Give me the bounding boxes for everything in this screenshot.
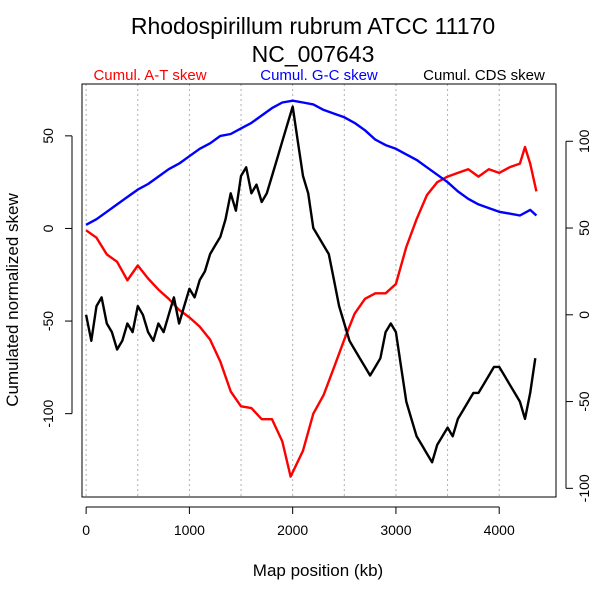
series-line-at — [85, 145, 538, 478]
y-right-tick-label: 0 — [576, 311, 592, 319]
y-right-tick-label: 50 — [576, 220, 592, 236]
legend-gc-skew: Cumul. G-C skew — [260, 67, 378, 84]
plot-frame — [81, 83, 557, 498]
legend-at-skew: Cumul. A-T skew — [93, 67, 206, 84]
grid-layer — [85, 84, 500, 497]
y-right-tick-label: -100 — [576, 474, 592, 502]
y-right-tick-label: -50 — [576, 391, 592, 411]
legend-cds-skew: Cumul. CDS skew — [423, 67, 545, 84]
chart-title: Rhodospirillum rubrum ATCC 11170 — [131, 13, 495, 39]
x-tick-label: 4000 — [484, 522, 515, 538]
y-left-tick-label: -100 — [40, 399, 56, 427]
y-right-tick-label: 100 — [576, 129, 592, 153]
series-layer — [84, 99, 538, 478]
axis-layer: 0 1000 2000 3000 4000 -100 -50 0 50 -100 -50 0 50 100 — [40, 128, 592, 538]
x-tick-label: 1000 — [174, 522, 205, 538]
series-line-gc — [85, 99, 538, 226]
y-left-tick-label: 50 — [40, 128, 56, 144]
x-axis-label: Map position (kb) — [253, 561, 383, 580]
x-tick-label: 3000 — [380, 522, 411, 538]
x-tick-label: 2000 — [277, 522, 308, 538]
y-left-tick-label: -50 — [40, 311, 56, 331]
series-line-cds — [84, 105, 537, 464]
x-tick-label: 0 — [82, 522, 90, 538]
y-left-tick-label: 0 — [40, 224, 56, 232]
y-axis-label: Cumulated normalized skew — [3, 193, 22, 407]
chart-subtitle: NC_007643 — [252, 41, 375, 67]
